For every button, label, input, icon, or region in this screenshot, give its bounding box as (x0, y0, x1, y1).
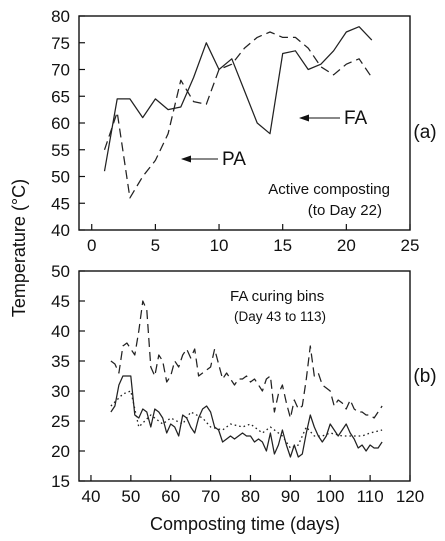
x-tick-label-a-0: 0 (87, 236, 96, 255)
x-tick-label-a-25: 25 (401, 236, 420, 255)
y-tick-label-b-50: 50 (51, 262, 70, 281)
series-line-b-dotted (110, 390, 383, 449)
y-tick-label-a-70: 70 (51, 61, 70, 80)
x-tick-label-b-90: 90 (281, 487, 300, 506)
pa-arrow (181, 155, 218, 163)
annotation-active-composting: Active composting (268, 181, 390, 198)
y-tick-label-a-50: 50 (51, 168, 70, 187)
y-tick-label-b-25: 25 (51, 412, 70, 431)
panel-b: 40 50 60 70 80 90 100 110 120 15 20 25 30 35 40 45 50 (b… (51, 262, 437, 506)
panel-label-a: (a) (413, 122, 436, 143)
x-tick-label-b-110: 110 (357, 487, 384, 506)
x-axis-label: Composting time (days) (150, 514, 340, 534)
series-label-pa: PA (222, 149, 246, 170)
y-tick-label-a-65: 65 (51, 87, 70, 106)
y-tick-label-a-80: 80 (51, 7, 70, 26)
y-tick-label-b-35: 35 (51, 352, 70, 371)
panel-label-b: (b) (413, 366, 436, 387)
y-tick-label-a-45: 45 (51, 194, 70, 213)
annotation-to-day-22: (to Day 22) (308, 202, 382, 219)
y-tick-label-a-60: 60 (51, 114, 70, 133)
x-tick-label-a-20: 20 (337, 236, 356, 255)
y-tick-label-b-20: 20 (51, 442, 70, 461)
panel-a: 0 5 10 15 20 25 40 45 50 55 60 65 70 75 80 (a) Active … (51, 7, 437, 255)
x-tick-label-b-70: 70 (201, 487, 220, 506)
x-tick-label-b-100: 100 (316, 487, 344, 506)
annotation-day-range: (Day 43 to 113) (234, 309, 326, 324)
y-tick-label-a-75: 75 (51, 34, 70, 53)
y-tick-label-b-40: 40 (51, 322, 70, 341)
series-label-fa: FA (344, 108, 368, 129)
series-line-b-dashed (110, 300, 383, 419)
series-line-b-solid (110, 375, 383, 458)
y-tick-label-a-40: 40 (51, 221, 70, 240)
x-tick-label-b-120: 120 (396, 487, 424, 506)
y-tick-label-b-30: 30 (51, 382, 70, 401)
series-line-a-pa (103, 31, 373, 199)
y-axis-label: Temperature (°C) (9, 179, 29, 317)
y-tick-label-b-45: 45 (51, 292, 70, 311)
x-tick-label-a-5: 5 (151, 236, 160, 255)
x-tick-label-a-10: 10 (210, 236, 229, 255)
x-tick-label-a-15: 15 (273, 236, 292, 255)
x-tick-label-b-80: 80 (241, 487, 260, 506)
x-tick-label-b-50: 50 (121, 487, 140, 506)
x-tick-label-b-60: 60 (161, 487, 180, 506)
plot-frame-b (78, 270, 411, 482)
x-tick-label-b-40: 40 (82, 487, 101, 506)
annotation-fa-curing-bins: FA curing bins (230, 288, 324, 305)
series-line-a-fa (103, 26, 373, 172)
fa-arrow (299, 114, 340, 122)
y-tick-label-a-55: 55 (51, 141, 70, 160)
y-tick-label-b-15: 15 (51, 472, 70, 491)
